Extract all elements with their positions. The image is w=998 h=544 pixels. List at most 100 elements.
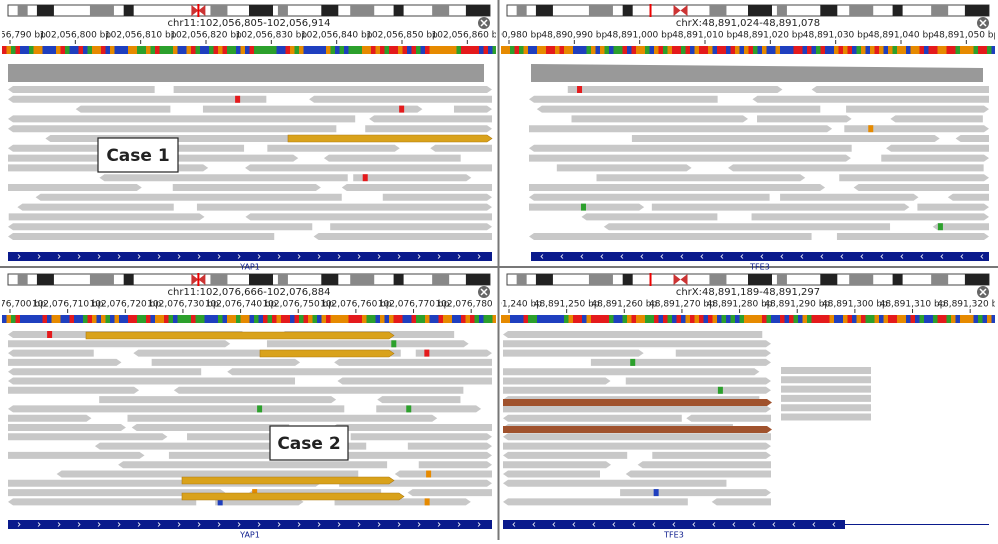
base [74,315,79,323]
base [843,46,848,54]
read [313,233,492,240]
base [357,315,362,323]
base [537,315,542,323]
base [744,46,749,54]
base [258,46,263,54]
read [781,376,871,384]
read [337,377,492,385]
read [529,233,812,240]
read [652,451,771,459]
strand-arrow [77,522,81,527]
base [901,315,906,323]
base [137,315,142,323]
base [272,46,277,54]
base [317,46,322,54]
base [816,46,821,54]
locus: chrX:48,891,189-48,891,297 [676,287,820,298]
read [751,213,989,221]
base [631,46,636,54]
ideogram-band [321,274,339,285]
strand-arrow [257,522,261,527]
read [631,135,940,142]
strand-arrow [157,254,161,259]
base [38,46,43,54]
read [173,86,493,93]
base [168,46,173,54]
base [177,315,182,323]
base [784,46,789,54]
base [200,315,205,323]
ruler-label: 102,076,750 bp [262,300,334,310]
base [479,315,484,323]
base [321,46,326,54]
read [8,358,122,366]
base [780,46,785,54]
strand-arrow [940,254,944,259]
base [339,315,344,323]
ideogram-band [588,274,613,285]
base [636,46,641,54]
read [625,470,771,478]
base [465,46,470,54]
read [8,125,337,133]
base [155,46,160,54]
read [309,95,492,103]
read [567,86,783,93]
read [503,470,600,478]
base [879,315,884,323]
base [573,46,578,54]
base [640,46,645,54]
ideogram-band [964,5,989,16]
coverage [8,64,484,82]
read [728,164,984,172]
strand-arrow [297,254,301,259]
base [96,315,101,323]
split-read [181,476,395,485]
mismatch [217,498,223,506]
read [8,184,142,191]
base [186,315,191,323]
base [357,46,362,54]
base [398,315,403,323]
base [937,315,942,323]
base [191,46,196,54]
base [267,46,272,54]
base [60,46,65,54]
base [969,46,974,54]
strand-arrow [237,254,241,259]
base [380,315,385,323]
base [483,46,488,54]
base [892,46,897,54]
strand-arrow [97,254,101,259]
base [398,46,403,54]
read [430,144,492,152]
base [227,315,232,323]
ruler-label: 102,056,820 bp [170,31,242,41]
strand-arrow [477,522,481,527]
read [529,193,770,201]
base [209,315,214,323]
ideogram-band [516,5,527,16]
base [703,315,708,323]
base [443,46,448,54]
base [834,315,839,323]
ideogram-band [432,5,450,16]
strand-arrow [700,254,704,259]
base [672,315,677,323]
base [429,46,434,54]
base [29,315,34,323]
base [281,46,286,54]
base [218,315,223,323]
case-label: Case 2 [277,434,340,454]
strand-arrow [57,522,61,527]
ideogram-band [465,5,490,16]
read [571,115,749,123]
read [503,498,688,506]
base [793,46,798,54]
base [456,315,461,323]
base [955,46,960,54]
base [452,46,457,54]
base [541,46,546,54]
base [456,46,461,54]
base [946,46,951,54]
